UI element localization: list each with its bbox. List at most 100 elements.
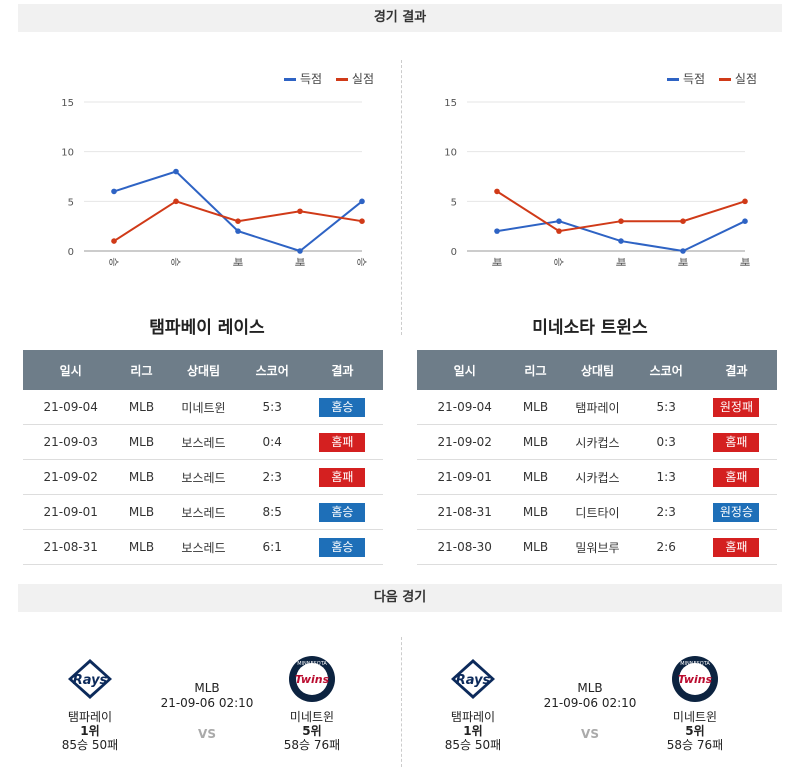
legend-score-label: 득점: [682, 72, 706, 86]
home-team-info: 탬파레이 1위 85승 50패: [50, 710, 130, 752]
legend-score-label: 득점: [299, 72, 323, 86]
away-team-rank: 5위: [685, 724, 705, 738]
table-header-row: 일시 리그 상대팀 스코어 결과: [23, 350, 383, 390]
cell-date: 21-09-04: [417, 390, 513, 425]
table-row: 21-08-31 MLB 디트타이 2:3 원정승: [417, 494, 777, 530]
data-point: [742, 198, 748, 205]
data-point: [359, 198, 365, 205]
column-header: 일시: [23, 350, 119, 390]
x-tick-label: 패: [614, 257, 626, 266]
cell-result: 홈패: [695, 424, 777, 460]
x-tick-label: 패: [231, 257, 243, 266]
cell-league: MLB: [118, 390, 165, 425]
y-tick-label: 10: [61, 148, 74, 159]
y-tick-label: 15: [444, 98, 457, 109]
data-point: [297, 248, 303, 254]
legend-conceded-swatch: [335, 78, 348, 81]
results-divider: [401, 60, 402, 335]
svg-text:MINNESOTA: MINNESOTA: [297, 661, 327, 667]
cell-date: 21-08-30: [417, 529, 513, 565]
table-row: 21-09-02 MLB 시카컵스 0:3 홈패: [417, 424, 777, 460]
results-chart-left: 0 5 10 15 승 승 패 패 승: [61, 98, 367, 267]
y-tick-label: 0: [451, 247, 457, 258]
cell-score: 5:3: [636, 390, 696, 425]
cell-score: 1:3: [636, 459, 696, 495]
table-row: 21-09-01 MLB 보스레드 8:5 홈승: [23, 494, 383, 530]
cell-date: 21-09-02: [23, 459, 119, 495]
cell-score: 2:3: [242, 459, 302, 495]
chart-legend: 득점 실점: [657, 70, 757, 87]
rays-logo: Rays: [66, 655, 114, 703]
cell-score: 2:6: [636, 529, 696, 565]
svg-text:Twins: Twins: [678, 673, 713, 686]
series-line-score: [113, 170, 363, 253]
data-point: [680, 248, 686, 254]
svg-text:Rays: Rays: [73, 673, 108, 688]
next-game-divider: [401, 637, 402, 767]
data-point: [111, 238, 117, 244]
data-point: [297, 208, 303, 215]
cell-score: 5:3: [242, 390, 302, 425]
cell-date: 21-09-01: [417, 459, 513, 495]
column-header: 리그: [512, 350, 559, 390]
chart-legend: 득점 실점: [274, 70, 374, 87]
result-badge: 홈승: [319, 502, 366, 522]
data-point: [494, 188, 500, 195]
team-panel-left: 득점 실점 0 5 10 15 승 승 패 패 승 탬파베이 레이스 일시 리그 상대팀 스코어 결과 2…: [22, 0, 392, 565]
match-league: MLB: [194, 681, 220, 695]
vs-label: VS: [198, 727, 216, 741]
series-line-score: [496, 220, 746, 253]
result-badge: 홈패: [713, 467, 760, 487]
x-tick-label: 승: [552, 257, 564, 266]
cell-league: MLB: [512, 424, 559, 460]
cell-opponent: 보스레드: [164, 424, 243, 460]
table-row: 21-08-30 MLB 밀워브루 2:6 홈패: [417, 529, 777, 565]
cell-league: MLB: [512, 529, 559, 565]
cell-score: 8:5: [242, 494, 302, 530]
cell-league: MLB: [118, 529, 165, 565]
vs-label: VS: [581, 727, 599, 741]
column-header: 상대팀: [558, 350, 637, 390]
data-point: [494, 228, 500, 234]
home-team-record: 85승 50패: [61, 738, 119, 752]
away-team-record: 58승 76패: [666, 738, 724, 752]
match-league: MLB: [577, 681, 603, 695]
data-point: [618, 218, 624, 224]
cell-result: 원정패: [695, 390, 777, 425]
cell-result: 홈승: [301, 494, 383, 530]
cell-opponent: 시카컵스: [558, 459, 637, 495]
column-header: 상대팀: [164, 350, 243, 390]
legend-conceded-label: 실점: [734, 72, 757, 86]
cell-result: 홈패: [301, 424, 383, 460]
next-game-card-right: Rays MINNESOTA Twins 탬파레이 1위 85승 50패 MLB…: [405, 655, 775, 765]
rays-logo: Rays: [449, 655, 497, 703]
column-header: 일시: [417, 350, 513, 390]
table-row: 21-08-31 MLB 보스레드 6:1 홈승: [23, 529, 383, 565]
result-badge: 홈패: [319, 432, 366, 452]
data-point: [173, 198, 179, 205]
cell-date: 21-08-31: [417, 494, 513, 530]
cell-league: MLB: [512, 390, 559, 425]
match-info: MLB 21-09-06 02:10: [535, 681, 645, 711]
data-point: [618, 238, 624, 244]
cell-date: 21-09-02: [417, 424, 513, 460]
cell-date: 21-08-31: [23, 529, 119, 565]
team-name-left: 탬파베이 레이스: [149, 318, 265, 338]
x-tick-label: 승: [107, 257, 119, 266]
table-row: 21-09-01 MLB 시카컵스 1:3 홈패: [417, 459, 777, 495]
cell-score: 6:1: [242, 529, 302, 565]
data-point: [359, 218, 365, 224]
legend-conceded-label: 실점: [351, 72, 374, 86]
cell-result: 홈승: [301, 390, 383, 425]
y-tick-label: 15: [61, 98, 74, 109]
cell-opponent: 미네트윈: [164, 390, 243, 425]
data-point: [742, 218, 748, 224]
table-row: 21-09-04 MLB 미네트윈 5:3 홈승: [23, 390, 383, 425]
next-game-card-left: Rays MINNESOTA Twins 탬파레이 1위 85승 50패 MLB…: [22, 655, 392, 765]
cell-league: MLB: [118, 494, 165, 530]
table-row: 21-09-03 MLB 보스레드 0:4 홈패: [23, 424, 383, 460]
svg-text:Rays: Rays: [456, 673, 491, 688]
home-team-name: 탬파레이: [450, 710, 496, 724]
cell-result: 홈패: [695, 459, 777, 495]
table-header-row: 일시 리그 상대팀 스코어 결과: [417, 350, 777, 390]
